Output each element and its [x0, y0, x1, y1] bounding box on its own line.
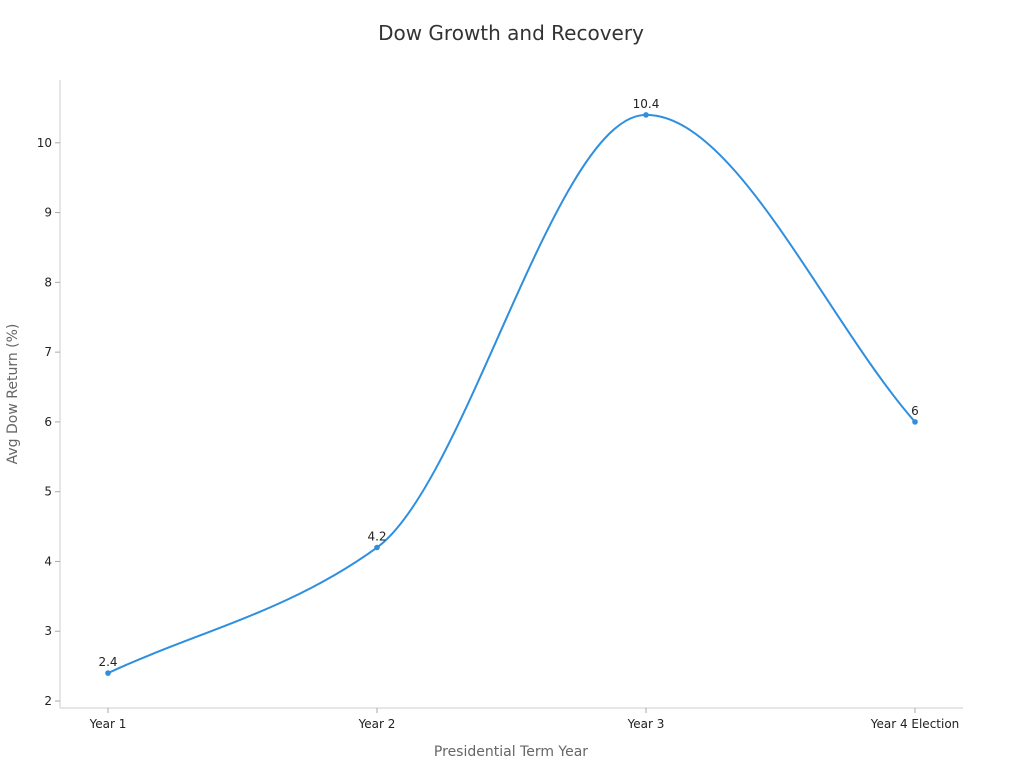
axes	[59, 80, 963, 709]
y-tick-label: 3	[44, 624, 52, 638]
data-point	[374, 544, 380, 551]
chart-title: Dow Growth and Recovery	[378, 21, 644, 45]
points-layer	[105, 112, 918, 676]
series-layer	[107, 113, 916, 675]
y-ticks: 2 3 4 5 6 7 8 9 10	[37, 136, 60, 708]
y-tick-label: 7	[44, 345, 52, 359]
data-point	[105, 670, 111, 676]
x-tick-label: Year 4 Election	[870, 717, 960, 731]
data-label: 10.4	[633, 97, 660, 111]
y-tick-label: 5	[44, 485, 52, 499]
y-tick-label: 4	[44, 554, 52, 568]
x-tick-label: Year 1	[89, 717, 127, 731]
x-tick-label: Year 3	[627, 717, 665, 731]
x-axis-title: Presidential Term Year	[434, 744, 588, 760]
y-axis-title: Avg Dow Return (%)	[5, 324, 21, 465]
data-label: 2.4	[98, 655, 117, 669]
y-tick-label: 8	[44, 275, 52, 289]
y-tick-label: 6	[44, 415, 52, 429]
y-tick-label: 9	[44, 206, 52, 220]
data-point	[643, 112, 649, 118]
data-label: 6	[911, 404, 919, 418]
y-tick-label: 10	[37, 136, 52, 150]
data-labels: 2.4 4.2 10.4 6	[98, 97, 918, 669]
series-line	[107, 113, 916, 675]
data-label: 4.2	[367, 530, 386, 544]
x-tick-label: Year 2	[358, 717, 396, 731]
y-tick-label: 2	[44, 694, 52, 708]
data-point	[912, 419, 918, 425]
x-ticks: Year 1 Year 2 Year 3 Year 4 Election	[89, 708, 960, 731]
